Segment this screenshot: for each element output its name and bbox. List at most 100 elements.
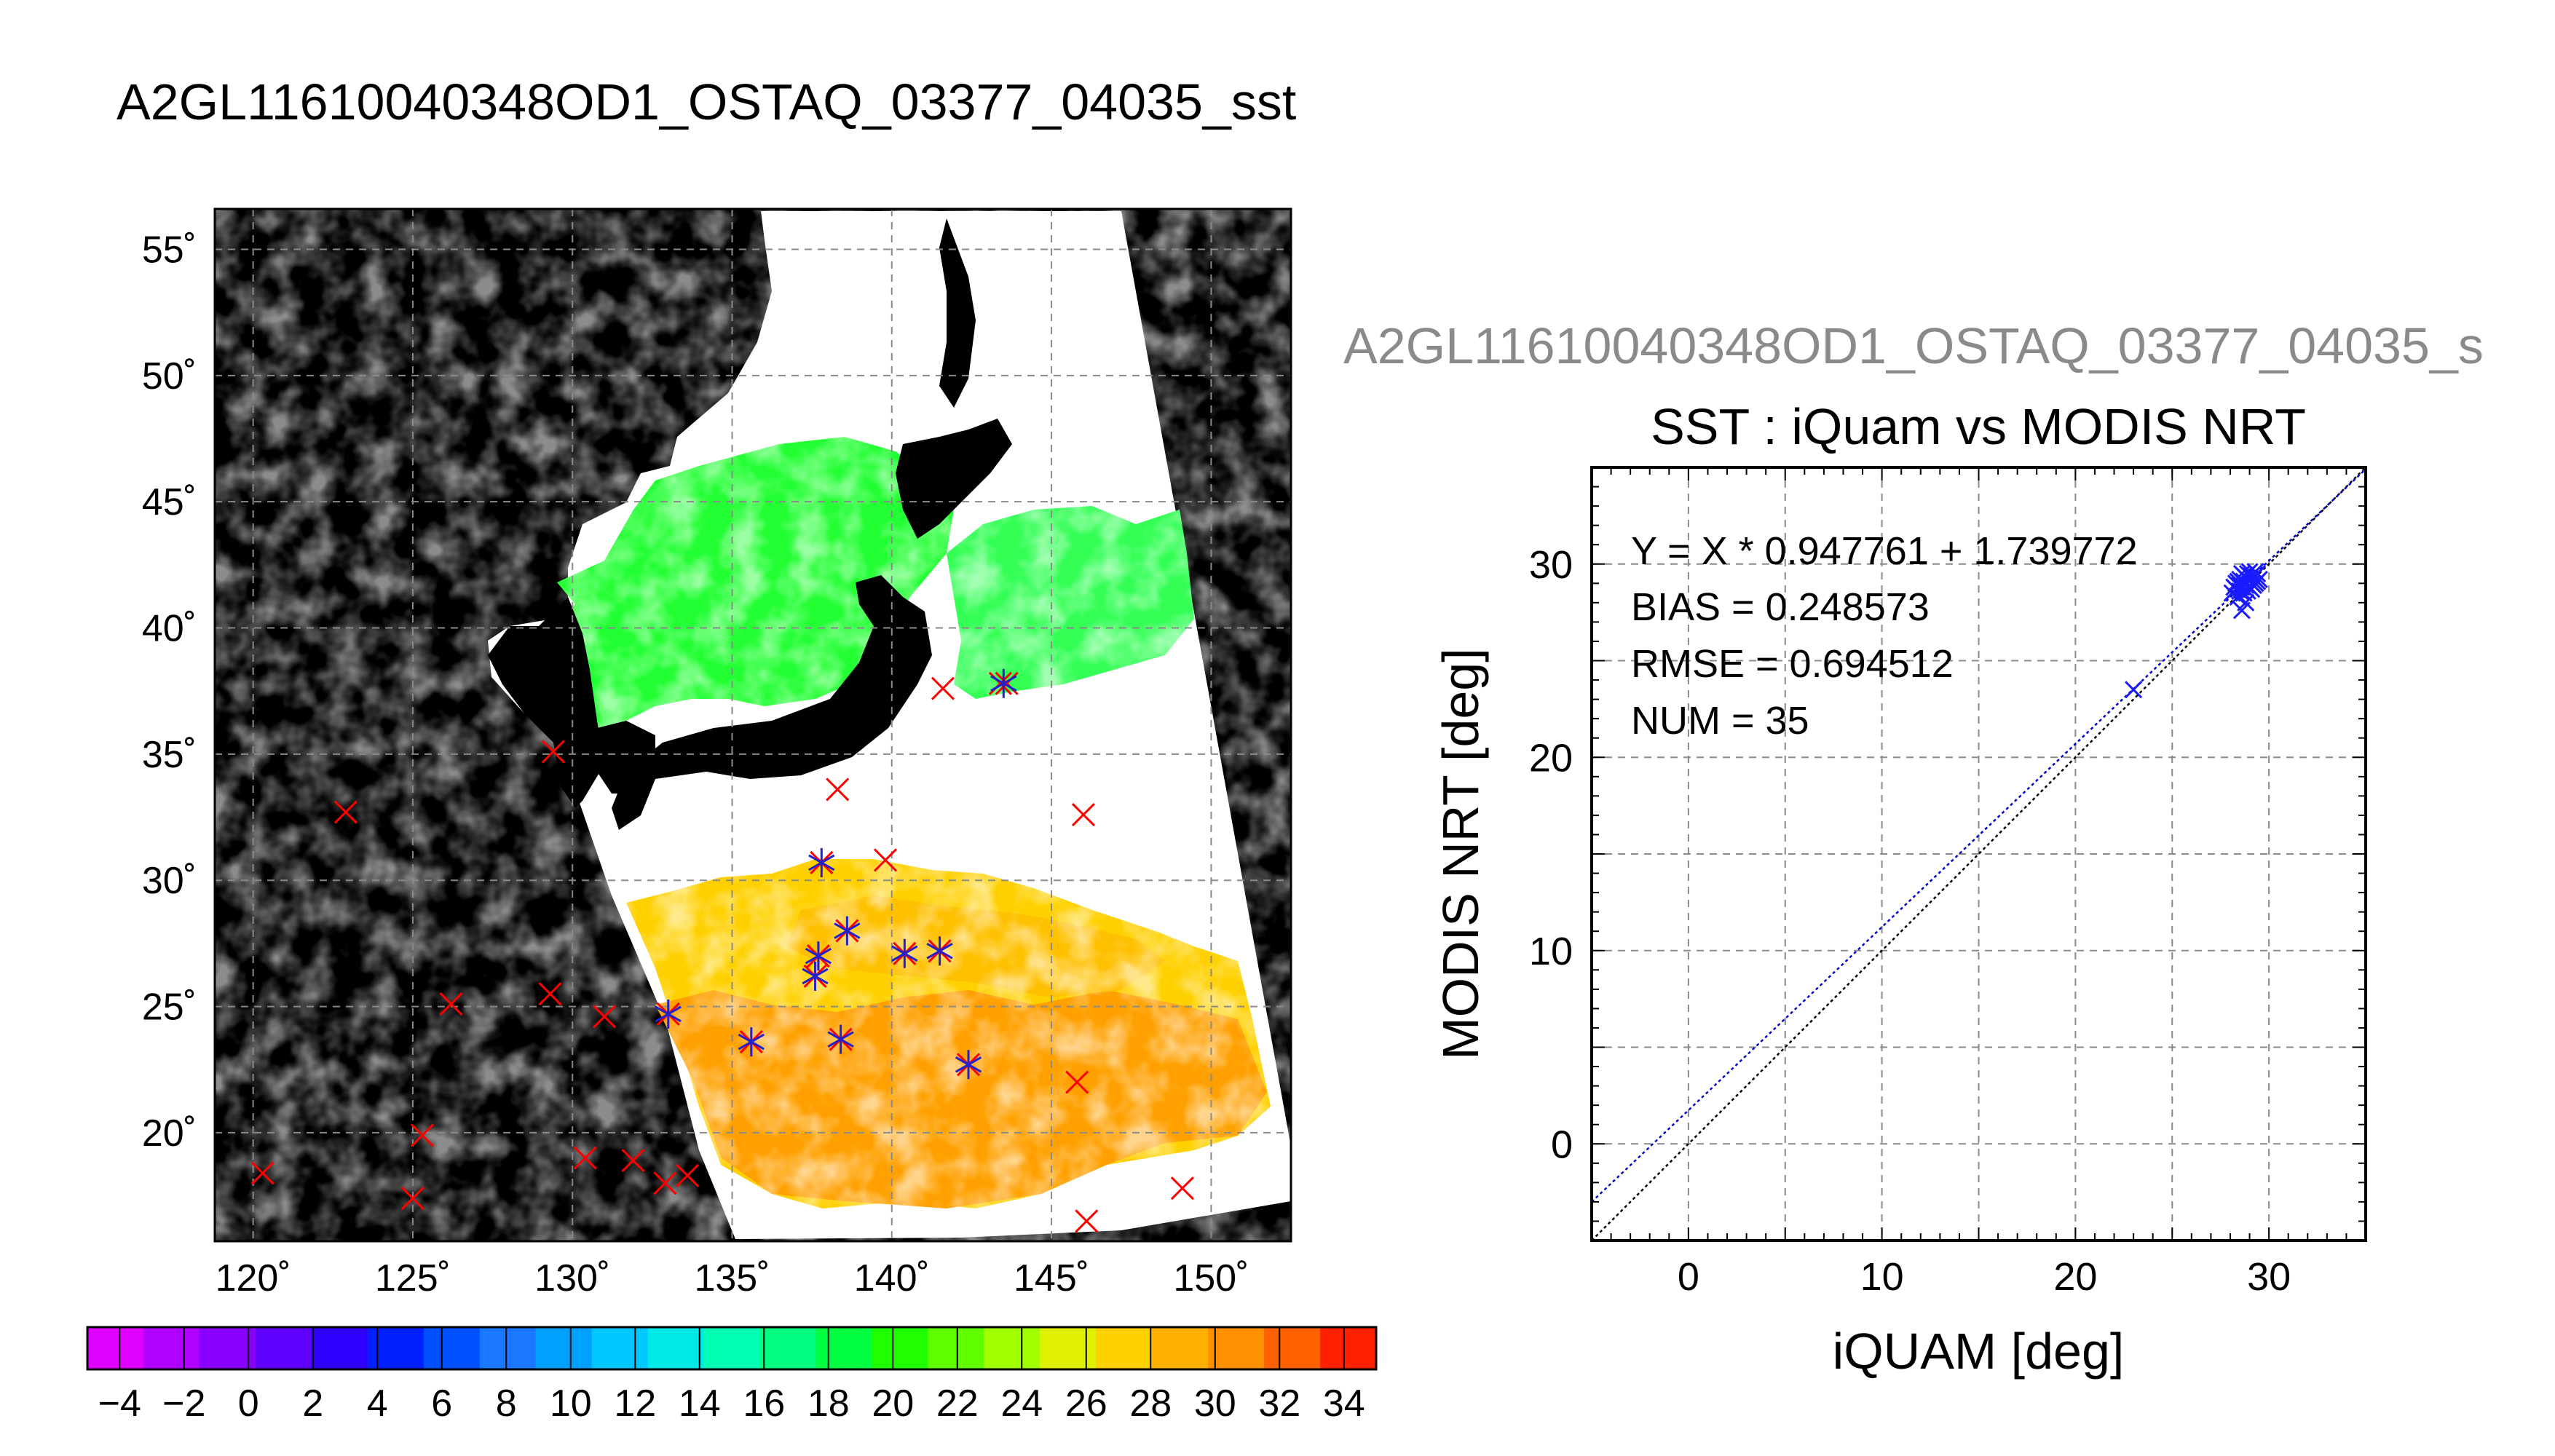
colorbar-segment xyxy=(703,1327,760,1369)
colorbar-segment xyxy=(1152,1327,1209,1369)
scatter-title: SST : iQuam vs MODIS NRT xyxy=(1651,398,2306,455)
stats-bias: BIAS = 0.248573 xyxy=(1631,585,1930,629)
map-lat-tick-label: 25˚ xyxy=(142,986,197,1029)
identity-line xyxy=(1592,467,2366,1241)
scatter-x-tick-label: 0 xyxy=(1678,1255,1699,1299)
colorbar-segment xyxy=(647,1327,705,1369)
scatter-y-ticks: 0 10 20 30 xyxy=(1529,467,2366,1241)
scatter-x-tick-label: 30 xyxy=(2247,1255,2291,1299)
map-lon-tick-label: 140˚ xyxy=(854,1257,930,1299)
colorbar-tick-label: 26 xyxy=(1065,1382,1107,1425)
scatter-points xyxy=(2125,563,2268,699)
matchup-marker-red xyxy=(250,1161,275,1185)
matchup-marker-blue xyxy=(834,916,861,946)
land-honshu xyxy=(612,575,932,830)
colorbar-segment xyxy=(1096,1327,1153,1369)
scatter-plot: SST : iQuam vs MODIS NRT 0 10 20 30 0 10 20 30… xyxy=(1432,398,2367,1380)
colorbar-tick-label: 12 xyxy=(614,1382,656,1425)
matchup-marker-blue xyxy=(990,668,1017,698)
matchup-marker-red xyxy=(653,1171,677,1195)
sst-map: 120˚ 125˚ 130˚ 135˚ 140˚ 145˚ 150˚ 20˚ 25˚ 30˚ 35… xyxy=(142,207,1292,1299)
colorbar-tick-label: 34 xyxy=(1323,1382,1365,1425)
colorbar-segment xyxy=(367,1327,424,1369)
colorbar-tick-label: 32 xyxy=(1258,1382,1300,1425)
matchup-marker-blue xyxy=(891,938,918,968)
matchup-marker-red xyxy=(573,1146,597,1170)
map-lon-tick-label: 120˚ xyxy=(216,1257,291,1299)
colorbar-segment xyxy=(872,1327,928,1369)
matchup-marker-red xyxy=(676,1163,700,1187)
map-grid xyxy=(215,209,1291,1241)
map-lon-tick-label: 145˚ xyxy=(1014,1257,1089,1299)
matchup-marker-red xyxy=(538,982,562,1006)
scatter-x-ticks: 0 10 20 30 xyxy=(1591,467,2366,1299)
colorbar-segment xyxy=(87,1327,144,1369)
matchup-marker-red xyxy=(826,778,850,802)
scatter-x-axis-label: iQUAM [deg] xyxy=(1833,1323,2125,1380)
matchup-marker-blue xyxy=(955,1050,982,1080)
scatter-y-tick-label: 20 xyxy=(1529,736,1573,780)
scatter-y-tick-label: 0 xyxy=(1551,1123,1573,1166)
land-korea-china xyxy=(488,597,604,808)
colorbar-segment xyxy=(816,1327,872,1369)
matchup-marker-blue xyxy=(805,941,832,971)
map-longitude-ticks: 120˚ 125˚ 130˚ 135˚ 140˚ 145˚ 150˚ xyxy=(216,1257,1249,1299)
matchup-marker-red xyxy=(1170,1176,1194,1200)
colorbar-tick-label: 22 xyxy=(936,1382,979,1425)
colorbar-segment xyxy=(1040,1327,1097,1369)
colorbar-tick-labels: −4 −2 0 2 4 6 8 10 12 14 16 18 20 22 24 26 28 30 32 34 xyxy=(98,1382,1365,1425)
stats-rmse: RMSE = 0.694512 xyxy=(1631,642,1954,686)
matchup-marker-blue xyxy=(926,936,953,966)
scatter-point xyxy=(2231,576,2249,595)
matchup-marker-blue xyxy=(802,961,829,991)
colorbar-segment xyxy=(1320,1327,1377,1369)
matchup-marker-blue xyxy=(827,1024,854,1054)
colorbar-tick-label: 18 xyxy=(807,1382,850,1425)
map-lat-tick-label: 30˚ xyxy=(142,860,197,902)
scatter-x-tick-label: 10 xyxy=(1860,1255,1904,1299)
colorbar-tick-label: 30 xyxy=(1194,1382,1236,1425)
colorbar-tick-label: 4 xyxy=(367,1382,388,1425)
colorbar-tick-label: −4 xyxy=(98,1382,141,1425)
scatter-point xyxy=(2125,681,2143,699)
map-lon-tick-label: 130˚ xyxy=(534,1257,610,1299)
matchup-marker-red xyxy=(439,992,463,1016)
matchup-marker-red xyxy=(333,800,358,824)
matchup-markers xyxy=(250,668,1194,1233)
scatter-y-axis-label: MODIS NRT [deg] xyxy=(1432,648,1489,1059)
land-sakhalin xyxy=(939,218,976,408)
colorbar-segment xyxy=(535,1327,593,1369)
matchup-marker-blue xyxy=(738,1027,765,1057)
colorbar-segment xyxy=(255,1327,312,1369)
colorbar-tick-label: −2 xyxy=(162,1382,205,1425)
matchup-marker-red xyxy=(995,671,1019,695)
colorbar-tick-label: 0 xyxy=(238,1382,259,1425)
map-lat-tick-label: 35˚ xyxy=(142,734,197,776)
matchup-marker-blue xyxy=(808,847,835,877)
land-kyushu xyxy=(597,721,655,794)
map-lat-tick-label: 45˚ xyxy=(142,481,197,523)
colorbar-segment xyxy=(423,1327,481,1369)
colorbar-segment xyxy=(759,1327,816,1369)
matchup-marker-red xyxy=(988,671,1012,695)
scatter-x-tick-label: 20 xyxy=(2053,1255,2097,1299)
scatter-y-tick-label: 10 xyxy=(1529,930,1573,973)
colorbar-segment xyxy=(199,1327,256,1369)
colorbar-segment xyxy=(984,1327,1040,1369)
stats-fit-equation: Y = X * 0.947761 + 1.739772 xyxy=(1631,529,2138,573)
matchup-marker-red xyxy=(873,848,898,872)
colorbar xyxy=(86,1326,1378,1371)
colorbar-tick-label: 24 xyxy=(1000,1382,1043,1425)
scatter-point xyxy=(2231,582,2249,600)
colorbar-tick-label: 16 xyxy=(743,1382,785,1425)
colorbar-tick-label: 8 xyxy=(496,1382,517,1425)
scatter-y-tick-label: 30 xyxy=(1529,543,1573,587)
matchup-marker-red xyxy=(621,1148,645,1173)
colorbar-segment xyxy=(479,1327,537,1369)
map-frame xyxy=(213,207,1292,1243)
colorbar-segment xyxy=(1264,1327,1321,1369)
map-lon-tick-label: 135˚ xyxy=(694,1257,770,1299)
colorbar-segment xyxy=(591,1327,649,1369)
stats-count: NUM = 35 xyxy=(1631,699,1809,743)
